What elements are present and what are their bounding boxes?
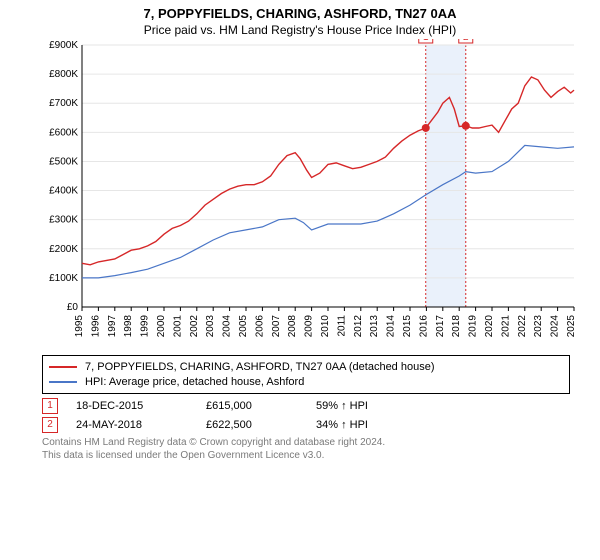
legend-item: HPI: Average price, detached house, Ashf… xyxy=(49,376,563,388)
sale-diff-hpi: 34% ↑ HPI xyxy=(316,419,436,431)
svg-text:£500K: £500K xyxy=(49,156,78,167)
svg-text:2016: 2016 xyxy=(418,315,429,338)
svg-text:2019: 2019 xyxy=(468,315,479,338)
svg-text:2006: 2006 xyxy=(254,315,265,338)
sale-price: £622,500 xyxy=(206,419,316,431)
sale-row: 1 18-DEC-2015£615,00059% ↑ HPI xyxy=(42,398,570,414)
svg-text:£800K: £800K xyxy=(49,69,78,80)
svg-text:2000: 2000 xyxy=(156,315,167,338)
svg-text:2013: 2013 xyxy=(369,315,380,338)
svg-text:2004: 2004 xyxy=(222,315,233,338)
legend-swatch xyxy=(49,366,77,368)
legend-item: 7, POPPYFIELDS, CHARING, ASHFORD, TN27 0… xyxy=(49,361,563,373)
svg-text:2012: 2012 xyxy=(353,315,364,338)
sale-marker-number: 2 xyxy=(42,417,58,433)
svg-text:2007: 2007 xyxy=(271,315,282,338)
sale-point-1 xyxy=(422,124,430,132)
price-chart: £0 £100K £200K £300K £400K £500K £600K £700K £80… xyxy=(42,39,582,349)
svg-text:£400K: £400K xyxy=(49,186,78,197)
svg-text:2021: 2021 xyxy=(500,315,511,338)
svg-text:£100K: £100K xyxy=(49,273,78,284)
svg-text:2025: 2025 xyxy=(566,315,577,338)
footer-line-1: Contains HM Land Registry data © Crown c… xyxy=(42,437,570,450)
legend-label: HPI: Average price, detached house, Ashf… xyxy=(85,376,304,388)
svg-text:2: 2 xyxy=(463,39,469,43)
svg-text:2023: 2023 xyxy=(533,315,544,338)
legend: 7, POPPYFIELDS, CHARING, ASHFORD, TN27 0… xyxy=(42,355,570,394)
svg-text:2015: 2015 xyxy=(402,315,413,338)
svg-text:2022: 2022 xyxy=(517,315,528,338)
sale-date: 18-DEC-2015 xyxy=(76,400,206,412)
sale-price: £615,000 xyxy=(206,400,316,412)
svg-text:£700K: £700K xyxy=(49,98,78,109)
svg-text:1997: 1997 xyxy=(107,315,118,338)
chart-area: £0 £100K £200K £300K £400K £500K £600K £700K £80… xyxy=(42,39,582,349)
page-subtitle: Price paid vs. HM Land Registry's House … xyxy=(0,21,600,39)
footer-attribution: Contains HM Land Registry data © Crown c… xyxy=(42,437,570,462)
svg-text:1996: 1996 xyxy=(90,315,101,338)
svg-text:2001: 2001 xyxy=(172,315,183,338)
svg-text:2024: 2024 xyxy=(550,315,561,338)
sale-diff-hpi: 59% ↑ HPI xyxy=(316,400,436,412)
legend-swatch xyxy=(49,381,77,383)
svg-text:2010: 2010 xyxy=(320,315,331,338)
footer-line-2: This data is licensed under the Open Gov… xyxy=(42,450,570,463)
svg-text:2017: 2017 xyxy=(435,315,446,338)
page-title: 7, POPPYFIELDS, CHARING, ASHFORD, TN27 0… xyxy=(0,0,600,21)
legend-label: 7, POPPYFIELDS, CHARING, ASHFORD, TN27 0… xyxy=(85,361,435,373)
svg-text:£200K: £200K xyxy=(49,244,78,255)
sale-date: 24-MAY-2018 xyxy=(76,419,206,431)
sales-table: 1 18-DEC-2015£615,00059% ↑ HPI 2 24-MAY-201… xyxy=(42,398,570,433)
svg-text:2009: 2009 xyxy=(304,315,315,338)
svg-text:£300K: £300K xyxy=(49,215,78,226)
svg-text:2020: 2020 xyxy=(484,315,495,338)
svg-text:£0: £0 xyxy=(67,302,79,313)
svg-text:£900K: £900K xyxy=(49,40,78,51)
svg-text:1: 1 xyxy=(423,39,429,43)
sale-row: 2 24-MAY-2018£622,50034% ↑ HPI xyxy=(42,417,570,433)
svg-text:2008: 2008 xyxy=(287,315,298,338)
svg-text:1999: 1999 xyxy=(140,315,151,338)
svg-text:1998: 1998 xyxy=(123,315,134,338)
svg-text:2018: 2018 xyxy=(451,315,462,338)
svg-text:£600K: £600K xyxy=(49,127,78,138)
svg-text:2011: 2011 xyxy=(336,315,347,337)
svg-text:1995: 1995 xyxy=(74,315,85,338)
svg-text:2003: 2003 xyxy=(205,315,216,338)
sale-point-2 xyxy=(462,122,470,130)
sale-marker-number: 1 xyxy=(42,398,58,414)
svg-text:2005: 2005 xyxy=(238,315,249,338)
svg-text:2002: 2002 xyxy=(189,315,200,338)
svg-text:2014: 2014 xyxy=(386,315,397,338)
